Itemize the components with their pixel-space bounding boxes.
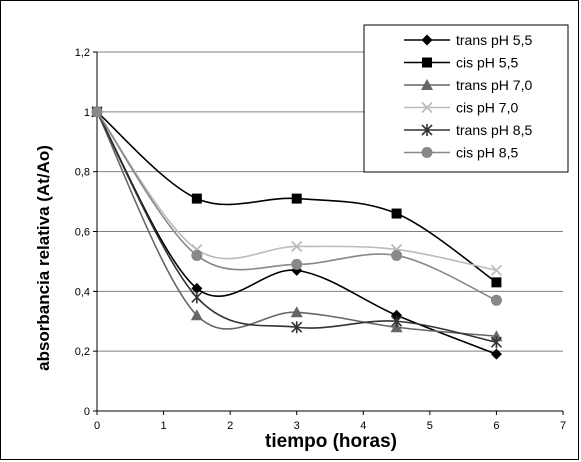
legend-label: cis pH 7,0 <box>456 100 518 116</box>
data-point <box>291 321 303 334</box>
legend-marker <box>421 124 433 136</box>
y-tick-label: 0,6 <box>75 227 90 239</box>
series-line <box>96 111 497 272</box>
x-tick-label: 7 <box>560 420 566 432</box>
data-point <box>91 106 103 118</box>
legend-item: trans pH 8,5 <box>404 122 532 138</box>
data-point <box>291 258 303 270</box>
x-tick-label: 1 <box>161 420 167 432</box>
legend-label: cis pH 5,5 <box>456 55 518 71</box>
legend-label: trans pH 7,0 <box>456 77 532 93</box>
legend-marker <box>421 147 433 158</box>
data-point <box>391 208 402 219</box>
series-6 <box>91 106 502 306</box>
legend-item: cis pH 8,5 <box>404 145 518 161</box>
data-point <box>490 336 502 349</box>
y-tick-label: 0 <box>84 406 90 418</box>
data-point <box>491 277 502 288</box>
y-axis-title: absorbancia relativa (At/Ao) <box>34 145 53 371</box>
legend-marker <box>421 101 433 114</box>
legend: trans pH 5,5 cis pH 5,5 trans pH 7,0 cis pH… <box>363 24 569 173</box>
data-point <box>291 193 302 204</box>
y-tick-label: 1,2 <box>75 47 90 59</box>
data-point <box>490 348 502 360</box>
legend-item: cis pH 7,0 <box>404 100 518 116</box>
x-tick-label: 2 <box>227 420 233 432</box>
legend-label: cis pH 8,5 <box>456 145 518 161</box>
data-point <box>191 249 203 261</box>
y-tick-label: 1 <box>84 107 90 119</box>
data-point <box>191 193 202 204</box>
series-line <box>96 111 497 343</box>
data-point <box>191 291 203 304</box>
x-tick-label: 0 <box>94 420 100 432</box>
data-point <box>391 315 403 328</box>
legend-item: cis pH 5,5 <box>404 55 518 71</box>
legend-marker <box>422 57 432 68</box>
series-line <box>96 111 497 338</box>
data-point <box>191 282 203 294</box>
data-point <box>190 309 203 321</box>
series-layer <box>91 105 503 360</box>
legend-item: trans pH 7,0 <box>404 77 532 93</box>
x-tick-label: 4 <box>360 420 366 432</box>
data-point <box>290 306 303 318</box>
x-tick-label: 6 <box>493 420 499 432</box>
data-point <box>391 249 403 261</box>
x-axis-title: tiempo (horas) <box>265 431 397 452</box>
legend-label: trans pH 5,5 <box>456 32 532 48</box>
y-tick-label: 0,8 <box>75 167 90 179</box>
legend-item: trans pH 5,5 <box>404 32 532 48</box>
data-point <box>291 240 303 253</box>
x-tick-label: 5 <box>427 420 433 432</box>
data-point <box>490 264 503 277</box>
data-point <box>490 294 502 306</box>
y-tick-label: 0,2 <box>75 346 90 358</box>
x-tick-label: 3 <box>294 420 300 432</box>
legend-marker <box>421 79 433 90</box>
legend-marker <box>421 34 433 46</box>
y-tick-label: 0,4 <box>75 286 90 298</box>
legend-box <box>363 24 569 173</box>
legend-label: trans pH 8,5 <box>456 122 532 138</box>
